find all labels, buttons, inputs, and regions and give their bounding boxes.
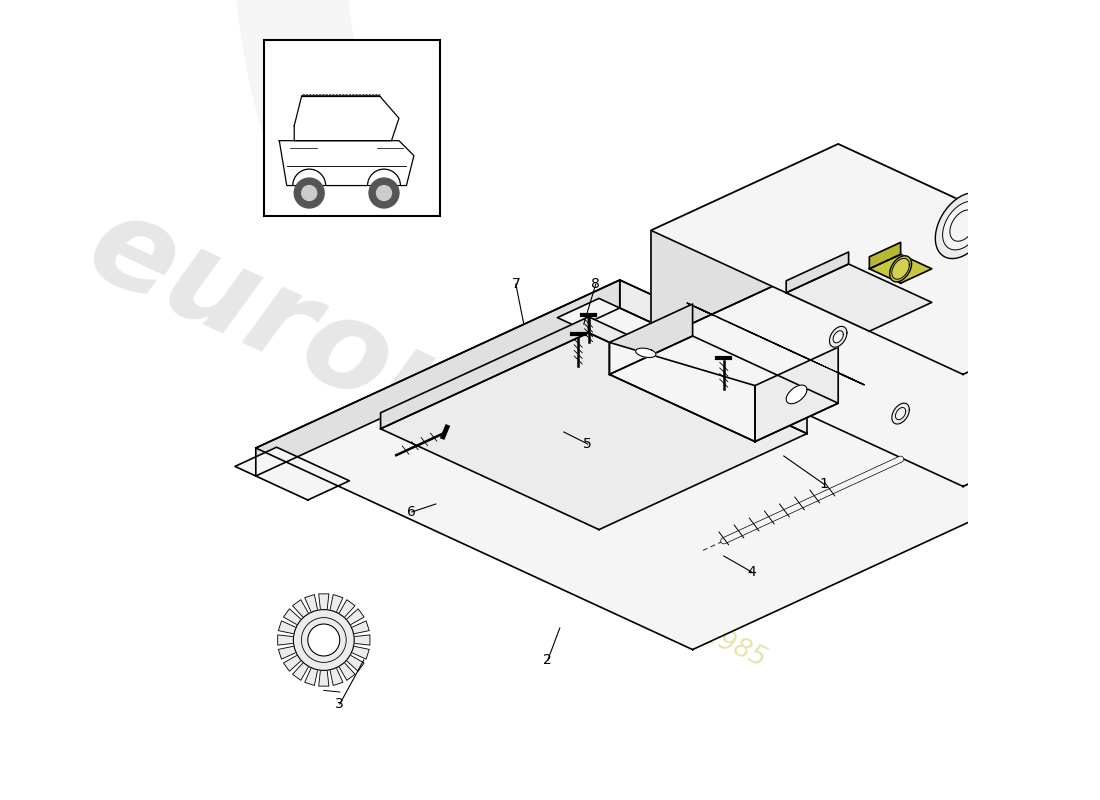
Polygon shape — [279, 141, 414, 186]
Polygon shape — [786, 385, 807, 404]
Polygon shape — [1035, 295, 1057, 321]
Polygon shape — [278, 621, 296, 634]
Polygon shape — [354, 635, 370, 645]
Polygon shape — [609, 304, 693, 374]
Polygon shape — [869, 254, 932, 283]
Polygon shape — [651, 144, 1100, 374]
Polygon shape — [352, 646, 370, 659]
Text: europarts: europarts — [69, 183, 747, 585]
Text: 1: 1 — [820, 477, 828, 491]
Polygon shape — [892, 258, 910, 279]
Polygon shape — [381, 317, 588, 429]
Polygon shape — [609, 342, 755, 442]
Polygon shape — [352, 621, 370, 634]
Circle shape — [308, 624, 340, 656]
Circle shape — [294, 610, 354, 670]
Polygon shape — [755, 347, 838, 442]
Polygon shape — [305, 594, 318, 612]
Polygon shape — [895, 407, 905, 420]
Polygon shape — [619, 280, 1057, 510]
Text: 8: 8 — [592, 277, 601, 291]
Polygon shape — [1027, 353, 1086, 422]
Polygon shape — [679, 393, 686, 396]
Text: 5: 5 — [583, 437, 592, 451]
Circle shape — [301, 186, 317, 201]
Bar — [264, 40, 440, 216]
Polygon shape — [1004, 325, 1100, 450]
Polygon shape — [943, 202, 983, 250]
Text: 6: 6 — [407, 505, 416, 519]
Polygon shape — [256, 280, 1057, 650]
Polygon shape — [284, 609, 301, 625]
Polygon shape — [892, 403, 910, 424]
Polygon shape — [786, 264, 932, 331]
Polygon shape — [688, 303, 865, 385]
Polygon shape — [294, 96, 399, 141]
Polygon shape — [293, 600, 309, 618]
Polygon shape — [330, 668, 343, 686]
Text: 2: 2 — [543, 653, 552, 667]
Polygon shape — [346, 609, 364, 625]
Circle shape — [368, 178, 399, 208]
Text: 3: 3 — [336, 697, 344, 711]
Polygon shape — [1016, 339, 1097, 435]
Polygon shape — [935, 193, 991, 258]
Polygon shape — [950, 210, 976, 242]
Polygon shape — [869, 242, 901, 269]
Polygon shape — [339, 662, 355, 680]
Polygon shape — [833, 330, 844, 343]
Polygon shape — [305, 668, 318, 686]
Polygon shape — [381, 333, 807, 530]
Polygon shape — [838, 144, 1100, 400]
Polygon shape — [651, 256, 1100, 486]
Polygon shape — [588, 317, 807, 434]
Text: 4: 4 — [747, 565, 756, 579]
Text: 7: 7 — [512, 277, 520, 291]
Polygon shape — [1031, 289, 1063, 327]
Polygon shape — [609, 336, 838, 442]
Polygon shape — [346, 655, 364, 671]
Circle shape — [294, 178, 324, 208]
Polygon shape — [339, 600, 355, 618]
Polygon shape — [278, 646, 296, 659]
Polygon shape — [636, 348, 656, 358]
Polygon shape — [235, 447, 350, 500]
Polygon shape — [697, 308, 854, 380]
Polygon shape — [531, 459, 541, 464]
Polygon shape — [330, 594, 343, 612]
Polygon shape — [994, 314, 1100, 461]
Polygon shape — [256, 280, 619, 476]
Polygon shape — [651, 144, 838, 342]
Polygon shape — [293, 662, 309, 680]
Polygon shape — [729, 322, 823, 366]
Polygon shape — [284, 655, 301, 671]
Polygon shape — [829, 326, 847, 347]
Polygon shape — [319, 594, 329, 610]
Polygon shape — [714, 315, 838, 373]
Polygon shape — [890, 256, 912, 282]
Polygon shape — [962, 288, 1100, 486]
Text: a passion for parts since 1985: a passion for parts since 1985 — [398, 480, 770, 672]
Polygon shape — [786, 252, 848, 293]
Polygon shape — [319, 670, 329, 686]
Polygon shape — [745, 330, 807, 358]
Polygon shape — [277, 635, 294, 645]
Polygon shape — [558, 298, 672, 351]
Polygon shape — [535, 461, 539, 462]
Circle shape — [376, 186, 392, 201]
